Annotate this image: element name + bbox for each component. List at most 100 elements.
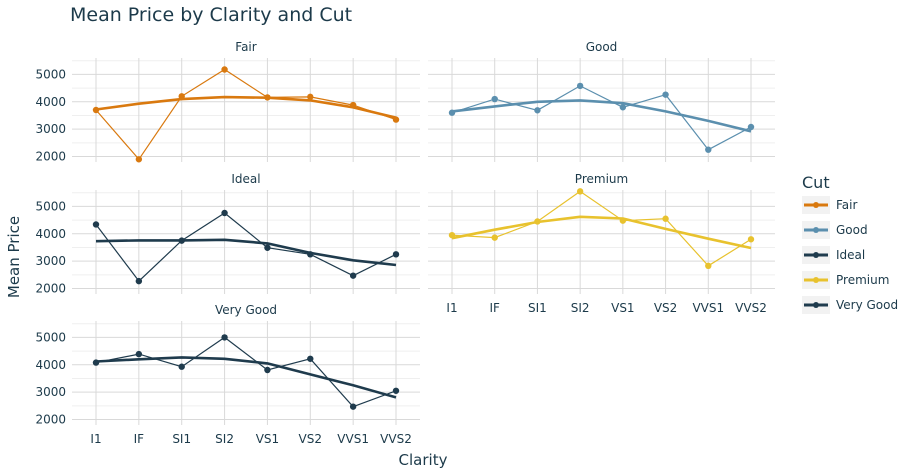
data-point xyxy=(576,82,584,90)
legend-key-point xyxy=(813,227,819,233)
data-point xyxy=(392,116,400,123)
data-point xyxy=(662,215,669,222)
data-point xyxy=(448,231,456,239)
legend-key-point xyxy=(813,252,819,258)
facet-strip-label: Fair xyxy=(235,40,256,54)
legend-label: Very Good xyxy=(836,298,898,312)
y-axis-title: Mean Price xyxy=(5,216,23,298)
data-point xyxy=(135,277,143,285)
series-line xyxy=(95,212,397,282)
y-tick-label: 3000 xyxy=(35,254,66,268)
data-point xyxy=(178,363,185,370)
data-point xyxy=(491,234,498,241)
facet-strip-label: Premium xyxy=(575,172,628,186)
data-point xyxy=(448,109,456,116)
facet-strip-label: Ideal xyxy=(231,172,260,186)
y-tick-label: 4000 xyxy=(35,95,66,109)
data-point xyxy=(92,221,100,228)
series-trend-line xyxy=(95,95,397,119)
data-point xyxy=(221,334,228,341)
data-point xyxy=(619,104,627,111)
data-point xyxy=(705,146,712,153)
data-point xyxy=(135,350,143,358)
legend-key-point xyxy=(813,302,819,308)
series-line xyxy=(95,336,397,408)
x-tick-label: VVS1 xyxy=(337,432,369,446)
x-tick-label: VS1 xyxy=(256,432,279,446)
legend-item-premium: Premium xyxy=(802,271,889,289)
data-point xyxy=(349,272,357,279)
series-line xyxy=(451,85,752,151)
facet-panel-very-good: Very Good 2000 3000 4000 5000 I1 IF SI1 SI2 VS1 VS… xyxy=(35,303,420,446)
series-trend-line xyxy=(95,356,397,399)
series-trend-line xyxy=(451,215,752,250)
legend-item-ideal: Ideal xyxy=(802,246,865,264)
y-tick-label: 5000 xyxy=(35,199,66,213)
data-point xyxy=(705,262,712,270)
data-point xyxy=(221,209,228,217)
legend-item-good: Good xyxy=(802,221,868,239)
legend-label: Good xyxy=(836,223,868,237)
chart-title: Mean Price by Clarity and Cut xyxy=(70,4,352,26)
facet-panel-premium: Premium I1 IF SI1 SI2 VS1 VS2 VVS1 VVS2 xyxy=(428,172,775,315)
facet-panel-fair: Fair 2000 3000 4000 5000 xyxy=(35,40,420,164)
data-point xyxy=(307,251,314,258)
data-point xyxy=(349,101,357,109)
data-point xyxy=(221,66,228,73)
data-point xyxy=(534,107,541,114)
legend-key-point xyxy=(813,277,819,283)
x-tick-label: VVS1 xyxy=(692,301,724,315)
x-tick-label: SI2 xyxy=(571,301,590,315)
series-trend-line xyxy=(451,99,752,133)
facet-strip-label: Very Good xyxy=(215,303,277,317)
data-point xyxy=(491,95,498,103)
data-point xyxy=(747,236,755,243)
legend-item-very-good: Very Good xyxy=(802,296,898,314)
series-line xyxy=(95,68,397,161)
facet-panel-ideal: Ideal 2000 3000 4000 5000 xyxy=(35,172,420,296)
y-tick-label: 5000 xyxy=(35,67,66,81)
data-point xyxy=(392,251,400,258)
data-point xyxy=(264,366,271,374)
series-line xyxy=(451,190,752,267)
x-tick-label: VVS2 xyxy=(735,301,767,315)
x-tick-label: IF xyxy=(489,301,500,315)
y-tick-label: 2000 xyxy=(35,150,66,164)
legend-label: Premium xyxy=(836,273,889,287)
data-point xyxy=(307,93,314,101)
data-point xyxy=(92,106,100,114)
facet-strip-label: Good xyxy=(586,40,618,54)
data-point xyxy=(135,156,143,163)
y-tick-label: 4000 xyxy=(35,358,66,372)
x-tick-label: VVS2 xyxy=(380,432,412,446)
y-tick-label: 3000 xyxy=(35,122,66,136)
legend-key-point xyxy=(813,202,819,208)
data-point xyxy=(576,188,584,195)
y-tick-label: 4000 xyxy=(35,227,66,241)
y-tick-label: 5000 xyxy=(35,330,66,344)
series-trend-line xyxy=(95,238,397,267)
data-point xyxy=(392,387,400,394)
legend-item-fair: Fair xyxy=(802,196,857,214)
data-point xyxy=(264,94,271,101)
x-tick-label: I1 xyxy=(90,432,101,446)
data-point xyxy=(662,91,669,98)
data-point xyxy=(307,355,314,362)
data-point xyxy=(178,237,185,244)
data-point xyxy=(747,123,755,131)
data-point xyxy=(619,217,627,224)
legend: Cut Fair Good Ideal Premium Very Good xyxy=(802,173,898,314)
data-point xyxy=(264,244,271,251)
data-point xyxy=(92,359,100,366)
x-tick-label: SI2 xyxy=(215,432,234,446)
x-tick-label: IF xyxy=(134,432,145,446)
y-tick-label: 2000 xyxy=(35,413,66,427)
y-tick-label: 3000 xyxy=(35,385,66,399)
legend-label: Fair xyxy=(836,198,857,212)
x-tick-label: VS2 xyxy=(654,301,677,315)
data-point xyxy=(178,93,185,100)
x-axis-title: Clarity xyxy=(399,451,448,469)
data-point xyxy=(534,218,541,225)
legend-title: Cut xyxy=(802,173,830,192)
